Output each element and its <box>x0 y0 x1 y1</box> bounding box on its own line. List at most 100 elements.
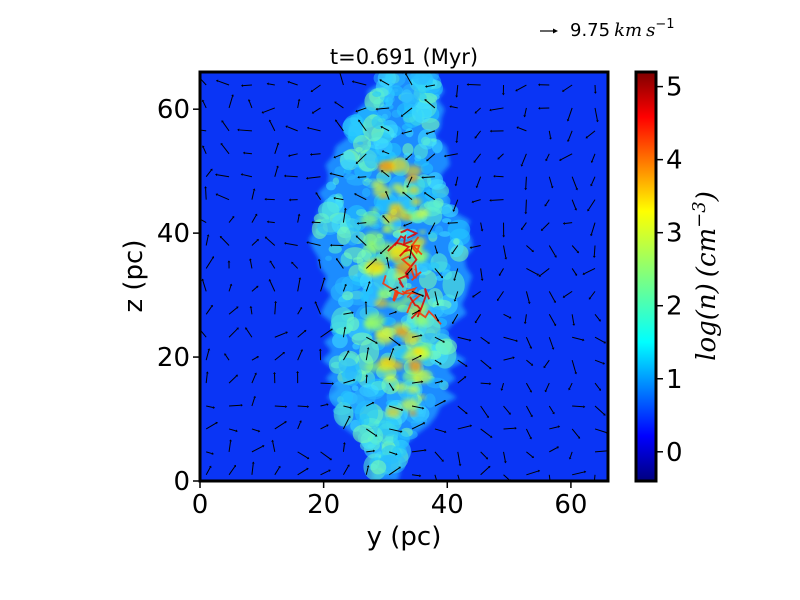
velocity-arrow <box>445 153 458 157</box>
velocity-arrow <box>205 422 217 430</box>
cloud-filament <box>420 332 441 344</box>
cloud-filament <box>385 399 399 407</box>
cloud-filament <box>317 201 340 219</box>
colorbar-tick-label: 2 <box>666 292 683 322</box>
velocity-arrowhead <box>545 158 548 162</box>
velocity-arrowhead <box>439 362 442 365</box>
velocity-arrowhead <box>276 165 279 168</box>
cloud-filament <box>325 255 332 261</box>
velocity-arrowhead <box>480 229 484 232</box>
velocity-arrowhead <box>311 111 315 114</box>
velocity-arrowhead <box>276 142 280 145</box>
velocity-arrow <box>366 428 376 436</box>
velocity-arrowhead <box>583 470 587 474</box>
cloud-core-blob <box>378 161 393 171</box>
velocity-arrowhead <box>314 301 318 304</box>
velocity-arrowhead <box>249 305 253 309</box>
velocity-arrowhead <box>402 191 405 195</box>
y-axis: 0 20 40 60 <box>157 95 200 497</box>
velocity-arrow <box>454 268 459 280</box>
velocity-arrowhead <box>380 125 383 129</box>
velocity-arrowhead <box>544 204 547 207</box>
cloud-filament <box>352 424 375 444</box>
velocity-arrowhead <box>284 421 287 424</box>
velocity-arrowhead <box>408 257 412 260</box>
cloud-red-filament <box>403 248 418 280</box>
cloud-filament <box>363 149 380 169</box>
cloud-red-filament <box>401 290 423 314</box>
velocity-arrow <box>571 314 575 324</box>
cloud-filament <box>371 115 387 130</box>
colorbar-tick-label: 4 <box>666 146 683 176</box>
cloud-core-blob <box>406 174 418 183</box>
cloud-core-blob <box>417 394 426 400</box>
cloud-filament <box>361 187 371 198</box>
velocity-arrowhead <box>306 456 310 460</box>
cloud-filament <box>419 274 426 279</box>
velocity-arrow <box>251 286 258 292</box>
velocity-arrow <box>434 359 441 364</box>
velocity-arrowhead <box>451 251 454 255</box>
velocity-arrow <box>251 356 258 361</box>
cloud-red-filament <box>382 275 400 302</box>
velocity-arrow <box>320 279 325 292</box>
velocity-arrowhead <box>262 445 265 448</box>
velocity-arrowhead <box>231 215 235 219</box>
velocity-arrow <box>491 107 504 111</box>
velocity-arrowhead <box>371 401 375 405</box>
velocity-arrowhead <box>227 260 231 263</box>
velocity-arrowhead <box>249 258 252 261</box>
velocity-arrowhead <box>328 469 331 472</box>
velocity-arrowhead <box>202 145 205 148</box>
cloud-core-blob <box>377 291 389 300</box>
velocity-arrowhead <box>515 339 518 343</box>
velocity-arrow <box>285 175 298 178</box>
velocity-arrow <box>244 152 252 155</box>
colorbar-ticks: 0 1 2 3 4 5 <box>656 73 683 468</box>
cloud-filament <box>343 247 366 260</box>
velocity-arrowhead <box>503 461 507 464</box>
velocity-arrow <box>503 451 506 462</box>
velocity-arrow <box>480 222 483 230</box>
velocity-arrow <box>336 259 344 269</box>
cloud-core-blob <box>364 231 384 245</box>
velocity-arrowhead <box>201 99 205 102</box>
velocity-arrowhead <box>406 185 409 188</box>
velocity-arrow <box>343 405 351 409</box>
cloud-filament <box>336 226 351 245</box>
velocity-arrowhead <box>233 464 237 468</box>
velocity-arrow <box>503 405 510 414</box>
plot-area <box>200 72 608 481</box>
velocity-arrowhead <box>322 277 326 280</box>
velocity-arrowhead <box>381 170 384 173</box>
velocity-arrow <box>342 417 350 430</box>
velocity-arrow <box>228 441 232 452</box>
cloud-core-blob <box>394 382 408 392</box>
velocity-arrow <box>548 337 554 349</box>
velocity-arrow <box>411 474 420 477</box>
velocity-arrow <box>205 257 214 269</box>
velocity-arrowhead <box>421 176 424 179</box>
velocity-arrow <box>564 290 573 298</box>
velocity-arrow <box>526 245 533 252</box>
velocity-arrowhead <box>208 465 212 469</box>
velocity-arrowhead <box>231 94 234 97</box>
cloud-filament <box>388 95 395 104</box>
velocity-arrowhead <box>285 125 288 128</box>
velocity-arrow <box>315 302 322 315</box>
velocity-arrowhead <box>347 464 350 467</box>
cloud-filament <box>373 98 384 109</box>
plot-frame <box>198 70 610 483</box>
velocity-arrow <box>456 130 459 142</box>
velocity-arrowhead <box>343 207 347 210</box>
velocity-arrow <box>402 107 413 116</box>
velocity-arrowhead <box>562 89 565 92</box>
velocity-arrow <box>263 107 275 113</box>
velocity-arrowhead <box>285 331 288 335</box>
velocity-arrow <box>548 291 556 302</box>
velocity-arrowhead <box>455 140 459 144</box>
velocity-arrowhead <box>529 436 532 440</box>
velocity-arrow <box>434 314 439 321</box>
velocity-arrow <box>242 84 252 87</box>
velocity-arrow <box>525 176 527 189</box>
